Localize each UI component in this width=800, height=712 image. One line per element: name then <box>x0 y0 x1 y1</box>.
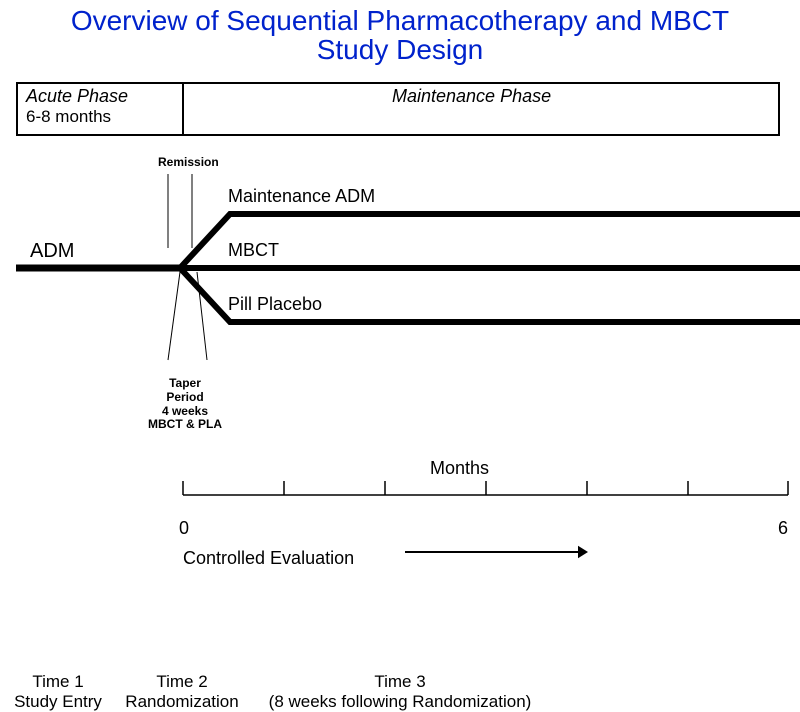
footer-time1-l2: Study Entry <box>14 692 102 712</box>
adm-label: ADM <box>30 240 74 263</box>
timeline-months-label: Months <box>430 458 489 479</box>
branch-label-adm: Maintenance ADM <box>228 186 375 207</box>
phase-bar: Acute Phase 6-8 months Maintenance Phase <box>16 82 780 136</box>
acute-phase-label: Acute Phase <box>26 86 128 107</box>
controlled-evaluation-label: Controlled Evaluation <box>183 548 354 569</box>
remission-label: Remission <box>158 155 219 169</box>
footer-time3-l2: (8 weeks following Randomization) <box>269 692 532 712</box>
phase-divider <box>182 84 184 134</box>
branch-label-placebo: Pill Placebo <box>228 294 322 315</box>
timeline-tick-0: 0 <box>179 518 189 539</box>
taper-line2: Period <box>166 390 203 404</box>
footer-time2-l1: Time 2 <box>156 672 207 692</box>
taper-line3: 4 weeks <box>162 404 208 418</box>
taper-line4: MBCT & PLA <box>148 417 222 431</box>
footer-time1-l1: Time 1 <box>32 672 83 692</box>
branch-label-mbct: MBCT <box>228 240 279 261</box>
acute-phase-box: Acute Phase 6-8 months <box>26 86 128 127</box>
footer-time3-l1: Time 3 <box>374 672 425 692</box>
timeline-tick-6: 6 <box>778 518 788 539</box>
acute-phase-sub: 6-8 months <box>26 107 128 127</box>
taper-line1: Taper <box>169 376 201 390</box>
taper-label: Taper Period 4 weeks MBCT & PLA <box>148 377 222 432</box>
maintenance-phase-label: Maintenance Phase <box>392 86 551 107</box>
footer-time2-l2: Randomization <box>125 692 238 712</box>
